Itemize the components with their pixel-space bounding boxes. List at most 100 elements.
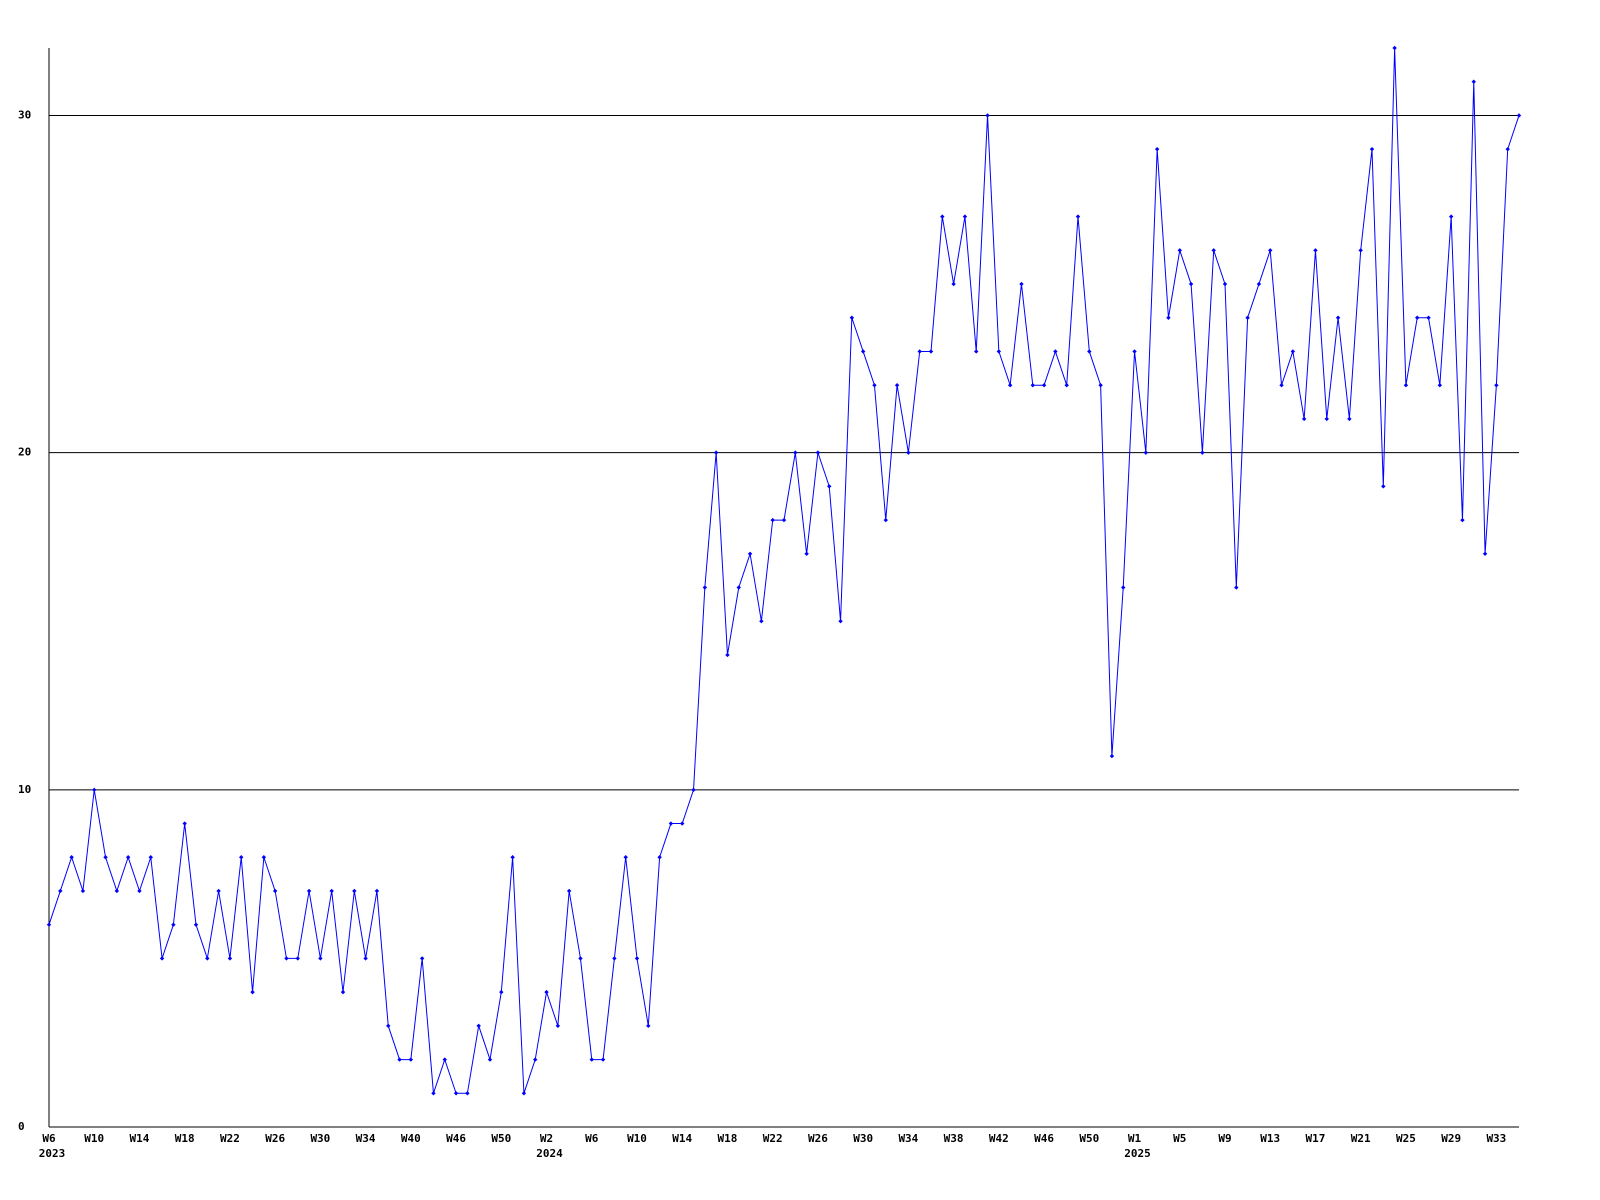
data-line (48, 47, 1520, 1094)
data-point (646, 1023, 651, 1029)
data-point (793, 450, 798, 455)
data-point (1448, 214, 1454, 219)
data-point (1324, 416, 1329, 422)
x-tick-label: W1 (1128, 1132, 1142, 1145)
data-point (1426, 315, 1431, 320)
data-point (566, 888, 572, 894)
data-point (1188, 281, 1194, 287)
data-point (781, 517, 787, 523)
data-point (917, 349, 922, 354)
data-point (974, 349, 979, 354)
data-point (397, 1057, 402, 1062)
data-point (1313, 248, 1318, 253)
y-tick-label: 30 (18, 108, 31, 121)
data-point (431, 1091, 436, 1096)
x-tick-label: W2 (540, 1132, 553, 1145)
data-point (1268, 248, 1273, 253)
data-point (1494, 382, 1499, 388)
data-point (69, 855, 74, 860)
data-point (419, 956, 425, 961)
data-point (476, 1023, 481, 1029)
y-tick-label: 10 (18, 783, 31, 796)
data-point (827, 484, 832, 489)
x-tick-label: W21 (1351, 1132, 1371, 1145)
data-point (951, 281, 956, 287)
data-point (1516, 113, 1522, 118)
data-point (80, 888, 86, 894)
data-point (1245, 315, 1250, 320)
data-point (239, 855, 244, 860)
data-point (1177, 248, 1182, 253)
data-point (352, 888, 357, 894)
data-point (691, 787, 696, 793)
data-point (318, 956, 323, 961)
data-point (453, 1091, 459, 1096)
x-tick-label: W50 (491, 1132, 511, 1145)
x-tick-label: W34 (356, 1132, 376, 1145)
x-tick-label: W46 (1034, 1132, 1054, 1145)
data-point (623, 855, 628, 860)
data-point (205, 956, 210, 961)
x-tick-label: W30 (310, 1132, 330, 1145)
data-point (985, 113, 990, 118)
x-tick-label: W50 (1079, 1132, 1099, 1145)
year-label: 2024 (536, 1147, 563, 1160)
data-point (680, 821, 685, 826)
data-point (1437, 382, 1443, 388)
data-point (1121, 585, 1126, 590)
data-point (442, 1057, 447, 1062)
data-point (46, 922, 52, 927)
data-point (148, 855, 153, 860)
data-point (306, 888, 312, 894)
data-point (182, 821, 187, 826)
data-point (657, 855, 662, 860)
data-point (171, 922, 176, 927)
x-tick-label: W18 (175, 1132, 195, 1145)
data-point (216, 888, 221, 894)
data-point (770, 517, 775, 523)
x-tick-label: W26 (265, 1132, 285, 1145)
data-point (940, 214, 945, 219)
data-point (1098, 382, 1103, 388)
data-point (1166, 315, 1171, 320)
data-point (589, 1057, 594, 1062)
data-point (295, 956, 300, 961)
data-point (1335, 315, 1341, 320)
data-point (894, 382, 900, 388)
data-point (838, 619, 843, 624)
data-point (499, 989, 504, 995)
data-point (272, 888, 278, 894)
data-point (193, 922, 199, 927)
data-point (668, 821, 674, 826)
data-point (1415, 315, 1420, 320)
x-tick-label: W40 (401, 1132, 421, 1145)
data-point (544, 989, 549, 995)
data-point (1211, 248, 1216, 253)
data-point (1482, 551, 1488, 556)
data-point (1505, 146, 1510, 152)
x-tick-label: W46 (446, 1132, 466, 1145)
data-point (340, 989, 346, 995)
x-tick-label: W33 (1486, 1132, 1506, 1145)
data-point (58, 888, 63, 894)
data-point (92, 787, 97, 793)
data-point (329, 888, 334, 894)
data-point (1369, 146, 1375, 152)
data-point (996, 349, 1002, 354)
data-point (1143, 450, 1149, 455)
data-point (114, 888, 120, 894)
data-point (883, 517, 888, 523)
data-point (1301, 416, 1307, 422)
data-point (1019, 281, 1024, 287)
data-point (1234, 585, 1239, 590)
x-tick-label: W30 (853, 1132, 873, 1145)
data-point (487, 1057, 493, 1062)
data-point (815, 450, 821, 455)
data-point (555, 1023, 561, 1029)
data-point (1200, 450, 1205, 455)
x-tick-label: W5 (1173, 1132, 1186, 1145)
x-tick-label: W14 (130, 1132, 150, 1145)
data-point (510, 855, 515, 860)
